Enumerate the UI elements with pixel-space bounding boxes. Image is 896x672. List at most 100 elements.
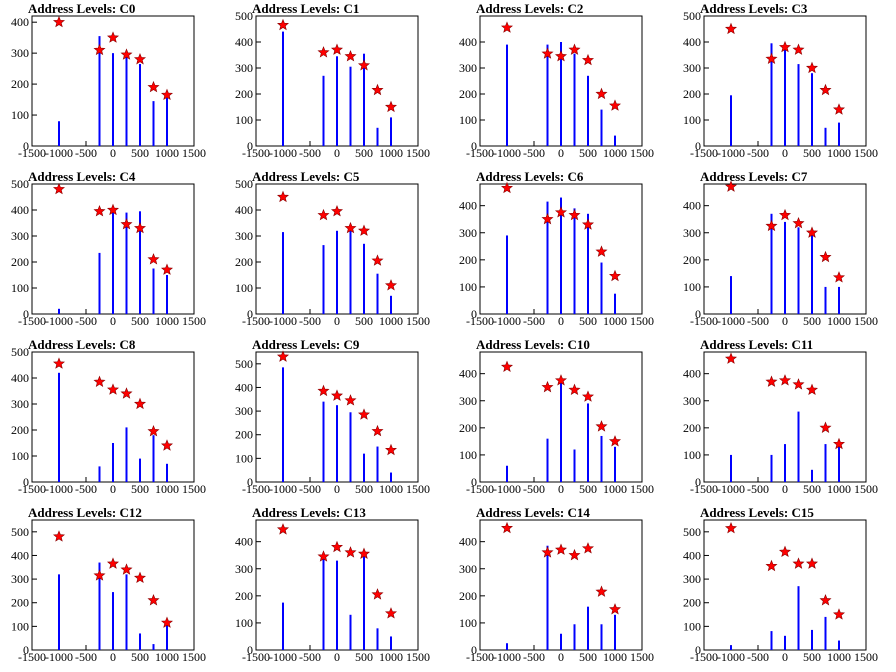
x-tick-label: -1000: [717, 146, 745, 160]
peak-bar: [322, 557, 325, 650]
x-tick-label: 500: [579, 146, 597, 160]
y-tick-label: 100: [459, 616, 477, 630]
x-tick-label: -1500: [18, 314, 46, 328]
y-tick-label: 100: [459, 280, 477, 294]
y-tick-label: 400: [235, 35, 253, 49]
chart-title: Address Levels: C5: [252, 169, 360, 184]
star-marker-icon: [52, 182, 66, 195]
peak-bar: [600, 435, 603, 482]
star-marker-icon: [765, 52, 778, 65]
x-tick-label: -500: [75, 482, 97, 496]
x-tick-label: 0: [334, 650, 340, 664]
y-tick-label: 200: [11, 77, 29, 91]
star-marker-icon: [819, 83, 832, 96]
star-marker-icon: [384, 607, 398, 619]
y-tick-label: 0: [695, 643, 701, 657]
y-tick-label: 200: [683, 596, 701, 610]
chart-svg: Address Levels: C13 0 100 200 300 400 -1500 -10…: [235, 505, 430, 664]
y-tick-label: 300: [11, 46, 29, 60]
y-tick-label: 300: [459, 562, 477, 576]
star-marker-icon: [554, 49, 568, 62]
x-tick-label: 0: [334, 146, 340, 160]
peak-bar: [390, 472, 392, 482]
x-tick-label: 500: [579, 482, 597, 496]
peak-bar: [824, 286, 827, 314]
star-marker-icon: [819, 250, 832, 263]
chart-svg: Address Levels: C7 0 100 200 300 400 -1500 -100…: [683, 169, 878, 328]
y-tick-label: 200: [683, 87, 701, 101]
star-marker-icon: [52, 357, 66, 369]
star-marker-icon: [371, 424, 384, 437]
star-marker-icon: [778, 545, 792, 558]
x-tick-label: -500: [523, 482, 545, 496]
peak-bar: [506, 235, 508, 314]
star-marker-icon: [568, 208, 581, 221]
peak-bar: [838, 446, 840, 482]
peak-bar: [614, 614, 616, 650]
peak-bar: [587, 606, 589, 650]
x-tick-label: -500: [747, 314, 769, 328]
peak-bar: [614, 293, 616, 314]
peak-bar: [811, 230, 813, 314]
y-tick-label: 300: [235, 404, 253, 418]
x-tick-label: -1500: [466, 314, 494, 328]
x-tick-label: 1500: [630, 314, 654, 328]
star-marker-icon: [792, 378, 805, 390]
peak-bar: [824, 444, 827, 482]
peak-bar: [506, 643, 508, 650]
x-tick-label: -1000: [493, 314, 521, 328]
y-tick-label: 300: [683, 394, 701, 408]
y-tick-label: 200: [683, 421, 701, 435]
y-tick-label: 400: [683, 548, 701, 562]
x-tick-label: 0: [782, 650, 788, 664]
peak-bar: [58, 372, 60, 482]
y-tick-label: 0: [695, 139, 701, 153]
y-tick-label: 100: [459, 113, 477, 127]
chart-svg: Address Levels: C6 0 100 200 300 400 -1500 -100…: [459, 169, 654, 328]
peak-bar: [824, 616, 827, 650]
star-marker-icon: [120, 217, 133, 230]
star-marker-icon: [541, 546, 554, 558]
y-tick-label: 300: [459, 226, 477, 240]
y-tick-label: 300: [235, 562, 253, 576]
star-marker-icon: [147, 424, 160, 437]
x-tick-label: -1500: [18, 650, 46, 664]
y-tick-label: 300: [11, 229, 29, 243]
y-tick-label: 200: [459, 253, 477, 267]
peak-bar: [506, 465, 508, 482]
star-marker-icon: [724, 521, 738, 534]
peak-bar: [730, 645, 732, 650]
peak-bar: [376, 628, 379, 650]
x-tick-label: 500: [355, 650, 373, 664]
x-tick-label: -500: [523, 146, 545, 160]
x-tick-label: -1500: [466, 482, 494, 496]
star-marker-icon: [581, 218, 595, 230]
y-tick-label: 400: [683, 199, 701, 213]
star-marker-icon: [160, 263, 174, 275]
star-marker-icon: [106, 557, 120, 569]
chart-svg: Address Levels: C80100200300400500-1500-…: [11, 337, 206, 496]
peak-bar: [125, 212, 128, 314]
x-tick-label: 0: [558, 146, 564, 160]
x-tick-label: 1500: [406, 482, 430, 496]
x-tick-label: -1500: [690, 314, 718, 328]
chart-title: Address Levels: C12: [28, 505, 142, 520]
x-tick-label: 1500: [182, 314, 206, 328]
x-tick-label: 1000: [827, 314, 851, 328]
peak-bar: [152, 101, 155, 146]
x-tick-label: 1000: [155, 146, 179, 160]
star-marker-icon: [595, 585, 608, 597]
peak-bar: [98, 466, 101, 482]
peak-bar: [376, 446, 379, 482]
y-tick-label: 300: [683, 61, 701, 75]
peak-bar: [282, 602, 284, 650]
x-tick-label: 500: [131, 146, 149, 160]
peak-bar: [58, 121, 60, 146]
y-tick-label: 100: [11, 108, 29, 122]
chart-svg: Address Levels: C11 0 100 200 300 400 -1500 -10…: [683, 337, 878, 496]
x-tick-label: 0: [558, 314, 564, 328]
y-tick-label: 0: [23, 643, 29, 657]
star-marker-icon: [371, 588, 384, 600]
y-tick-label: 100: [235, 616, 253, 630]
x-tick-label: -1000: [493, 650, 521, 664]
